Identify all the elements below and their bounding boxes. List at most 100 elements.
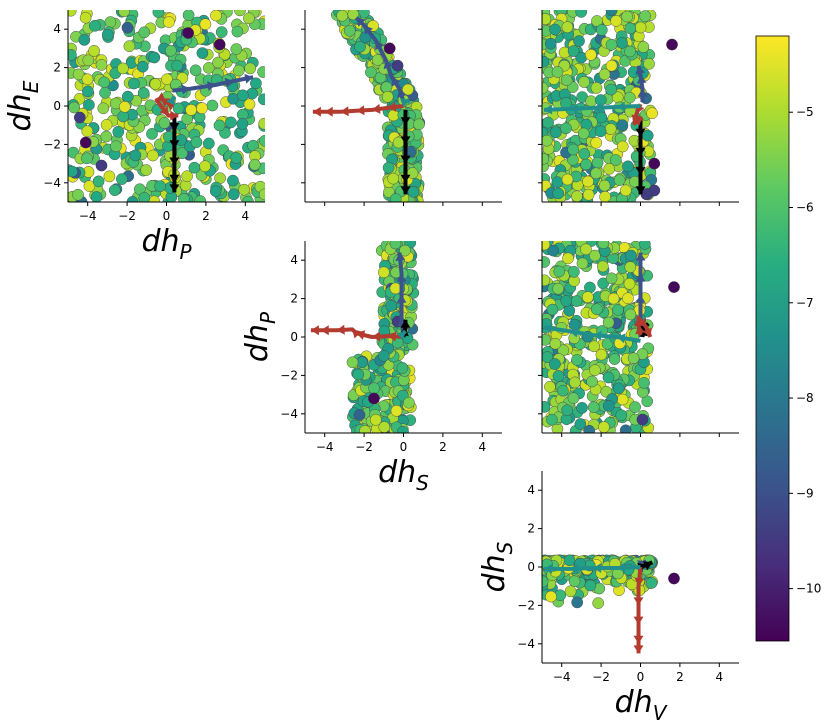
scatter-point [573, 35, 585, 47]
scatter-point [578, 148, 591, 160]
scatter-point [118, 10, 130, 18]
scatter-point [206, 99, 219, 112]
scatter-point [641, 129, 654, 142]
scatter-point [567, 45, 580, 57]
scatter-point [564, 585, 577, 598]
scatter-point [582, 175, 594, 188]
scatter-point [560, 74, 573, 86]
trajectory-arrowhead [383, 59, 394, 70]
scatter-point [390, 404, 403, 417]
scatter-point [346, 356, 359, 369]
scatter-point [563, 304, 576, 317]
y-tick-label: 2 [53, 61, 61, 75]
scatter-point [158, 117, 171, 129]
scatter-point [389, 241, 402, 250]
scatter-point [605, 272, 618, 285]
scatter-point [546, 413, 558, 426]
trajectory-arrowhead [400, 117, 411, 126]
trajectory-arrowhead [244, 73, 254, 84]
scatter-point [231, 25, 244, 38]
scatter-point [171, 59, 184, 72]
scatter-point [605, 83, 618, 96]
trajectory-arrowhead [169, 122, 180, 131]
scatter-point [551, 66, 564, 78]
scatter-point [569, 376, 581, 389]
scatter-point [403, 396, 415, 409]
panel-E-P: −4 −4 −2 −2 0 0 2 2 4 4 dhP dhE [3, 10, 265, 264]
scatter-point [624, 261, 637, 273]
scatter-point [596, 260, 609, 273]
scatter-point [624, 22, 637, 35]
scatter-point [623, 277, 636, 290]
scatter-point [542, 13, 552, 25]
scatter-point [83, 99, 95, 111]
scatter-point [234, 10, 246, 17]
scatter-point [199, 160, 211, 173]
scatter-point [585, 95, 597, 108]
trajectory-arrowhead [170, 110, 179, 121]
scatter-point [598, 179, 611, 192]
y-tick-label: −2 [43, 137, 61, 151]
y-axis-label: dhP [240, 311, 280, 362]
scatter-point [645, 577, 658, 589]
scatter-point [154, 180, 167, 193]
scatter-point [232, 64, 245, 77]
scatter-point [570, 295, 583, 307]
scatter-point [238, 183, 250, 196]
trajectory-arrowhead [400, 97, 410, 108]
scatter-point [78, 34, 91, 46]
scatter-point [196, 47, 209, 59]
scatter-point [587, 401, 600, 414]
scatter-point [353, 409, 366, 421]
scatter-point [343, 24, 356, 37]
scatter-point [382, 161, 395, 174]
scatter-point [602, 371, 615, 384]
scatter-point [152, 10, 165, 19]
trajectory-arrowhead [352, 329, 362, 339]
scatter-point [185, 104, 197, 116]
scatter-point [123, 40, 136, 53]
scatter-point [590, 167, 602, 180]
colorbar-tick-label: −7 [796, 296, 814, 310]
scatter-point [259, 134, 265, 147]
scatter-point [574, 418, 587, 430]
scatter-point [562, 252, 574, 265]
trajectory-arrowhead [635, 65, 646, 75]
x-tick-label: −4 [553, 670, 571, 684]
x-tick-label: 0 [163, 209, 171, 223]
y-tick-label: 0 [527, 560, 535, 574]
scatter-point [583, 424, 596, 433]
scatter-point [545, 590, 557, 603]
trajectory-arrowhead [391, 77, 401, 87]
scatter-point [81, 152, 93, 165]
trajectory-arrowhead [159, 106, 169, 116]
scatter-point [542, 134, 553, 147]
scatter-point [542, 116, 554, 129]
scatter-point [639, 10, 651, 22]
trajectory-arrowhead [396, 273, 407, 282]
trajectory-arrowhead [633, 616, 644, 625]
scatter-point [82, 85, 94, 98]
scatter-point [110, 140, 122, 153]
y-tick-label: 0 [290, 330, 298, 344]
scatter-point [616, 140, 629, 153]
y-tick-label: 4 [527, 483, 535, 497]
scatter-point [544, 37, 557, 50]
scatter-point [194, 195, 207, 202]
scatter-point [387, 109, 400, 122]
scatter-point [589, 364, 601, 377]
scatter-point [542, 274, 551, 287]
scatter-point [377, 266, 390, 279]
scatter-point [542, 152, 550, 165]
scatter-point [584, 579, 597, 592]
trajectory-arrowhead [642, 327, 652, 337]
trajectory-arrowhead [616, 101, 626, 112]
trajectory-arrowhead [400, 136, 411, 145]
trajectory-arrowhead [635, 128, 646, 137]
trajectory-arrowhead [543, 563, 552, 574]
x-tick-label: 0 [637, 670, 645, 684]
scatter-point [595, 24, 608, 36]
scatter-point [552, 370, 565, 382]
scatter-point [634, 21, 647, 34]
scatter-point [138, 26, 151, 39]
